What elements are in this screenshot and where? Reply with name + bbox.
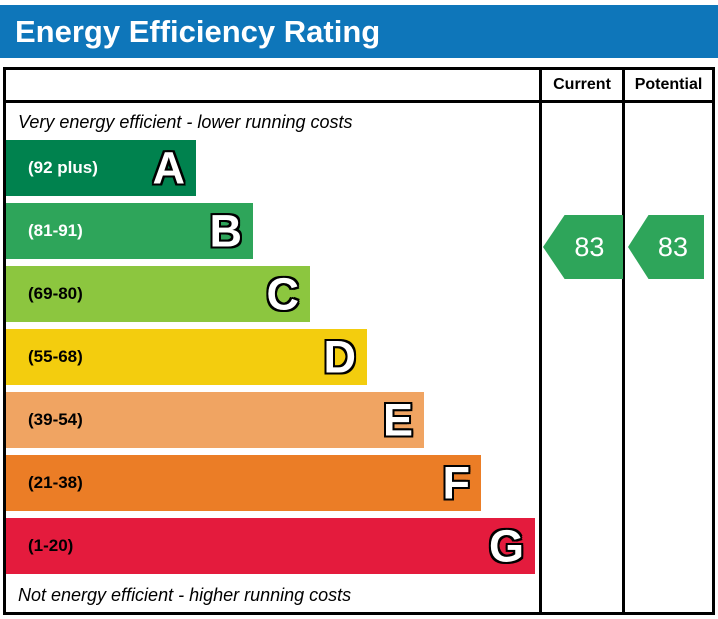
band-e-range: (39-54) [28, 410, 83, 429]
band-b-range: (81-91) [28, 221, 83, 240]
current-rating-cell: 83 [542, 103, 625, 612]
header-chart-spacer [6, 70, 542, 103]
band-c-letter: C [266, 268, 300, 320]
page-title: Energy Efficiency Rating [15, 13, 381, 49]
table-header-row: Current Potential [6, 70, 712, 103]
energy-rating-table: Current Potential Very energy efficient … [3, 67, 715, 615]
table-body-row: Very energy efficient - lower running co… [6, 103, 712, 612]
band-d-range: (55-68) [28, 347, 83, 366]
band-e: (39-54) E [6, 392, 424, 448]
header-current: Current [542, 70, 625, 103]
potential-rating-value: 83 [657, 231, 688, 262]
band-b: (81-91) B [6, 203, 253, 259]
note-not-efficient: Not energy efficient - higher running co… [18, 585, 352, 605]
band-d: (55-68) D [6, 329, 367, 385]
band-d-letter: D [323, 331, 357, 383]
band-f-range: (21-38) [28, 473, 83, 492]
note-very-efficient: Very energy efficient - lower running co… [18, 112, 353, 132]
potential-rating-cell: 83 [625, 103, 712, 612]
band-c: (69-80) C [6, 266, 310, 322]
band-g: (1-20) G [6, 518, 535, 574]
current-rating-arrow: 83 [543, 215, 623, 279]
band-c-range: (69-80) [28, 284, 83, 303]
band-a: (92 plus) A [6, 140, 196, 196]
band-g-letter: G [488, 520, 524, 572]
current-rating-value: 83 [574, 231, 605, 262]
band-b-letter: B [209, 205, 243, 257]
band-a-range: (92 plus) [28, 158, 98, 177]
band-a-letter: A [152, 142, 186, 194]
potential-rating-arrow: 83 [628, 215, 704, 279]
band-f: (21-38) F [6, 455, 481, 511]
band-f-letter: F [442, 457, 471, 509]
band-g-range: (1-20) [28, 536, 74, 555]
header-potential: Potential [625, 70, 712, 103]
rating-ladder: Very energy efficient - lower running co… [6, 103, 542, 612]
title-bar: Energy Efficiency Rating [0, 5, 718, 58]
band-e-letter: E [382, 394, 413, 446]
